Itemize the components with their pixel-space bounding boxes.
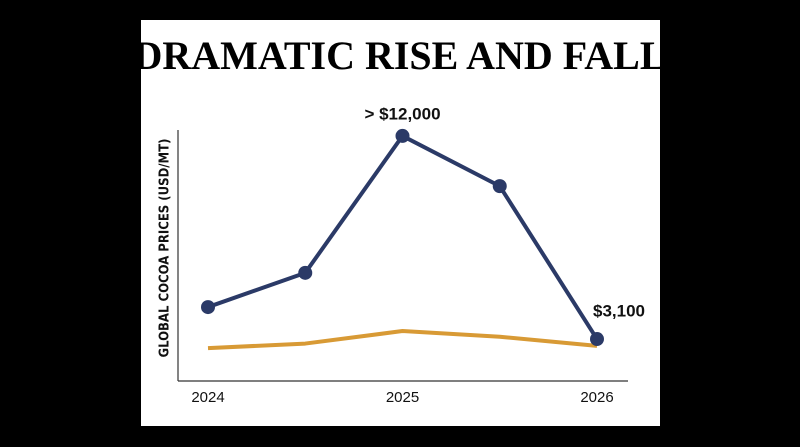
data-point: [201, 300, 215, 315]
data-point: [298, 265, 313, 280]
series-line: [207, 329, 598, 351]
x-tick-label: 2026: [580, 389, 613, 406]
panel: [141, 20, 660, 426]
x-tick-label: 2024: [191, 389, 224, 406]
y-axis-label: GLOBAL COCOA PRICES (USD/MT): [158, 138, 173, 357]
data-label: $3,100: [593, 301, 645, 320]
x-tick-label: 2025: [386, 389, 419, 406]
data-point: [492, 179, 507, 194]
data-label: > $12,000: [364, 104, 440, 123]
data-point: [590, 332, 604, 347]
data-point: [395, 128, 410, 143]
chart-title: DRAMATIC RISE AND FALL: [133, 33, 666, 78]
